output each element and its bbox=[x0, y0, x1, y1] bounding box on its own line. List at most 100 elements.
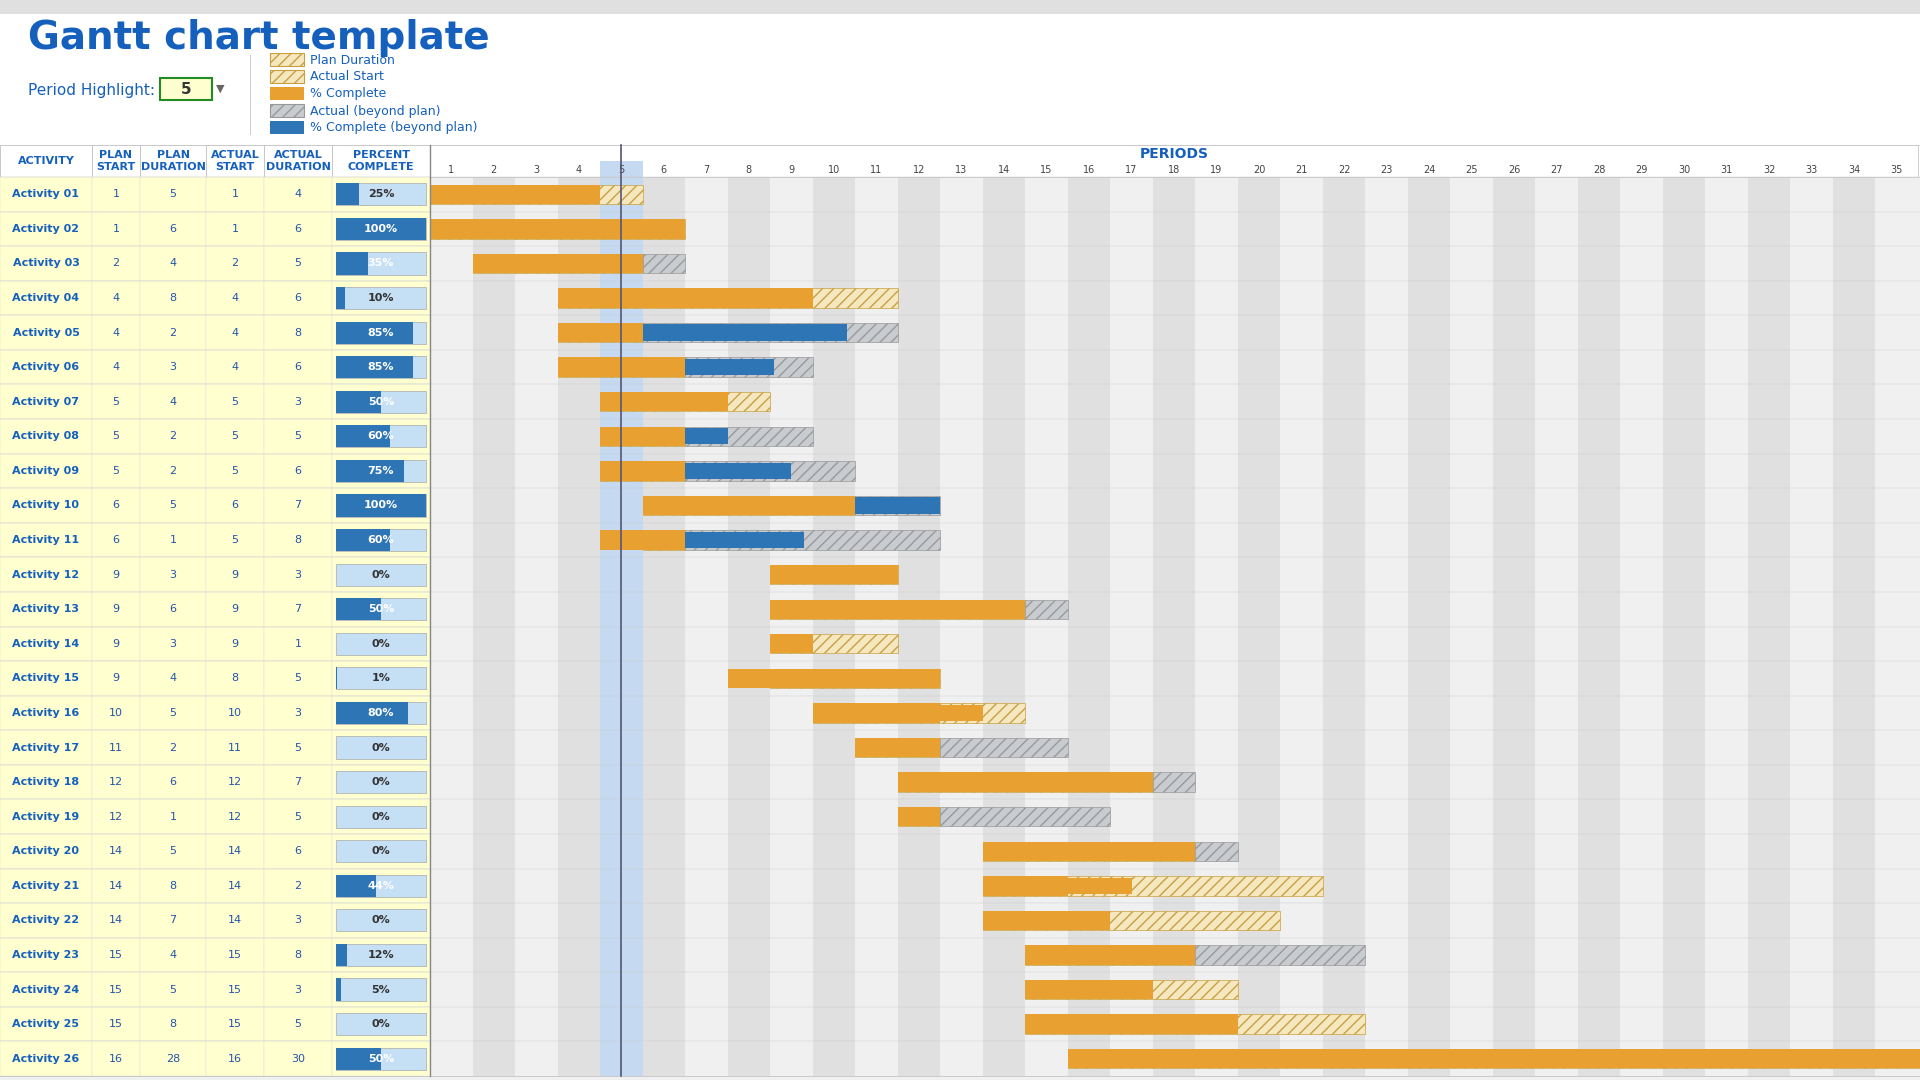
Bar bbox=[1025, 523, 1068, 557]
Bar bbox=[728, 696, 770, 730]
Bar bbox=[1238, 419, 1281, 454]
Text: Actual (beyond plan): Actual (beyond plan) bbox=[309, 105, 440, 118]
Bar bbox=[1025, 834, 1068, 868]
Bar bbox=[1110, 384, 1152, 419]
Text: 1: 1 bbox=[113, 224, 119, 234]
Bar bbox=[1876, 626, 1918, 661]
Bar bbox=[265, 488, 332, 523]
Text: 7: 7 bbox=[294, 500, 301, 511]
Bar bbox=[1791, 661, 1834, 696]
Bar bbox=[557, 288, 899, 308]
Text: 1: 1 bbox=[232, 224, 238, 234]
Bar bbox=[140, 419, 205, 454]
Bar bbox=[1705, 799, 1747, 834]
Bar bbox=[899, 1007, 941, 1041]
Bar bbox=[92, 730, 140, 765]
Bar bbox=[643, 496, 854, 515]
Bar bbox=[685, 972, 728, 1007]
Bar bbox=[0, 177, 430, 212]
Bar bbox=[1834, 384, 1876, 419]
Bar bbox=[1834, 799, 1876, 834]
Bar bbox=[1068, 454, 1110, 488]
Bar bbox=[1747, 937, 1791, 972]
Bar bbox=[1578, 626, 1620, 661]
Bar bbox=[1068, 523, 1110, 557]
Bar bbox=[1705, 350, 1747, 384]
Bar bbox=[1323, 868, 1365, 903]
Bar bbox=[854, 799, 899, 834]
Bar bbox=[685, 177, 728, 212]
Bar bbox=[1281, 384, 1323, 419]
Bar bbox=[812, 903, 854, 937]
Bar bbox=[1791, 177, 1834, 212]
Bar bbox=[1536, 454, 1578, 488]
Bar bbox=[1494, 212, 1536, 246]
Bar bbox=[557, 177, 601, 212]
Bar bbox=[92, 592, 140, 626]
Bar bbox=[430, 145, 1918, 177]
Bar bbox=[430, 186, 484, 202]
Bar bbox=[1620, 696, 1663, 730]
Bar bbox=[1025, 599, 1068, 619]
Bar bbox=[1536, 350, 1578, 384]
Bar bbox=[1494, 557, 1536, 592]
Bar bbox=[1747, 246, 1791, 281]
Bar bbox=[1450, 799, 1494, 834]
Bar bbox=[1407, 868, 1450, 903]
Bar bbox=[1025, 281, 1068, 315]
Text: 6: 6 bbox=[294, 362, 301, 373]
Bar bbox=[770, 730, 812, 765]
Bar bbox=[1876, 730, 1918, 765]
Bar bbox=[1196, 626, 1238, 661]
Bar bbox=[265, 419, 332, 454]
Bar bbox=[601, 972, 643, 1007]
Bar bbox=[685, 592, 728, 626]
Bar bbox=[1620, 161, 1663, 177]
Bar bbox=[140, 626, 205, 661]
Bar bbox=[205, 661, 265, 696]
Bar bbox=[1025, 982, 1035, 998]
Bar bbox=[515, 384, 557, 419]
Bar bbox=[685, 428, 728, 445]
Bar bbox=[854, 523, 899, 557]
Bar bbox=[1025, 947, 1046, 963]
Bar bbox=[1536, 834, 1578, 868]
Bar bbox=[812, 703, 1025, 723]
Bar bbox=[1705, 281, 1747, 315]
Bar bbox=[1536, 765, 1578, 799]
Bar bbox=[0, 834, 430, 868]
Bar bbox=[205, 454, 265, 488]
Bar bbox=[1407, 281, 1450, 315]
Bar bbox=[1578, 937, 1620, 972]
Bar bbox=[336, 1048, 426, 1070]
Bar bbox=[1450, 661, 1494, 696]
Bar bbox=[1494, 350, 1536, 384]
Bar bbox=[983, 876, 1323, 895]
Bar bbox=[472, 384, 515, 419]
Bar bbox=[1196, 419, 1238, 454]
Bar bbox=[1494, 696, 1536, 730]
Bar bbox=[685, 357, 812, 377]
Text: 9: 9 bbox=[232, 569, 238, 580]
Bar bbox=[685, 834, 728, 868]
Bar bbox=[685, 1007, 728, 1041]
Bar bbox=[728, 1041, 770, 1076]
Bar bbox=[1068, 1049, 1920, 1068]
Bar bbox=[1876, 350, 1918, 384]
Text: 16: 16 bbox=[228, 1054, 242, 1064]
Bar bbox=[854, 281, 899, 315]
Bar bbox=[1281, 972, 1323, 1007]
Bar bbox=[1876, 592, 1918, 626]
Bar bbox=[1536, 661, 1578, 696]
Bar bbox=[0, 1041, 92, 1076]
Text: 15: 15 bbox=[109, 985, 123, 995]
Bar bbox=[205, 937, 265, 972]
Bar bbox=[271, 53, 303, 66]
Bar bbox=[0, 488, 430, 523]
Bar bbox=[1281, 1041, 1323, 1076]
Bar bbox=[1407, 246, 1450, 281]
Bar bbox=[643, 661, 685, 696]
Bar bbox=[1536, 419, 1578, 454]
Bar bbox=[557, 454, 601, 488]
Bar bbox=[1323, 315, 1365, 350]
